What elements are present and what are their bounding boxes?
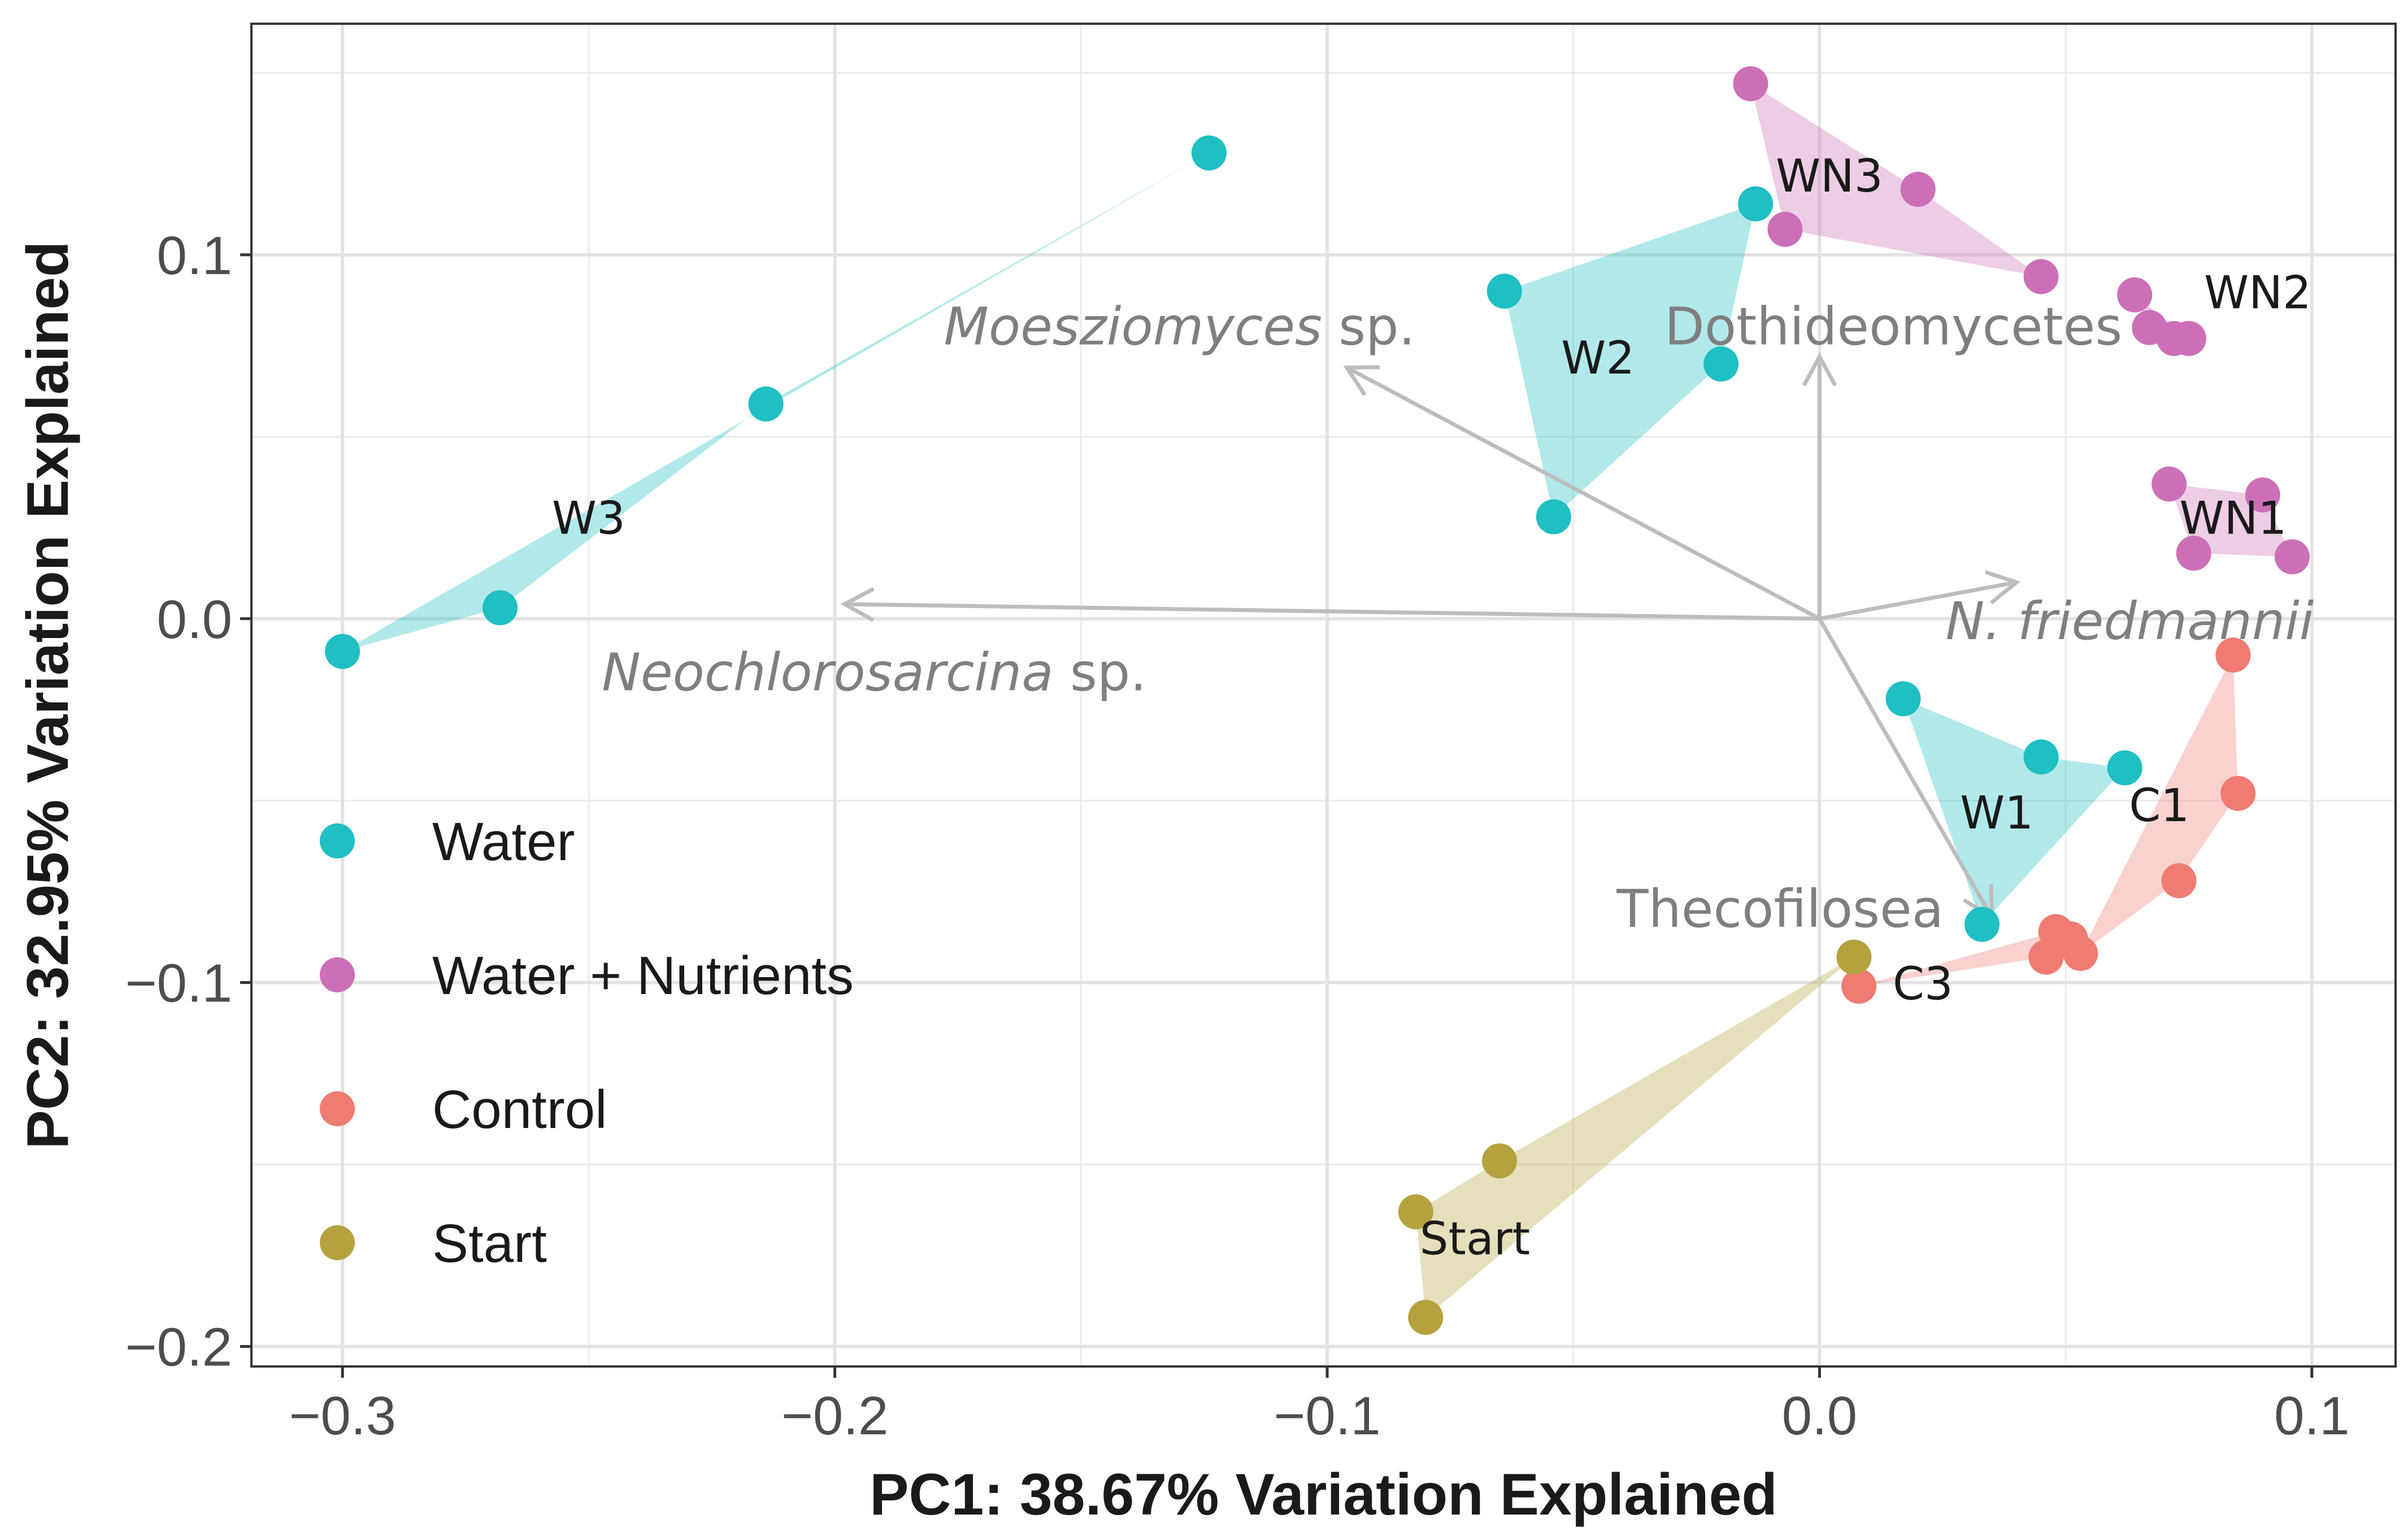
x-tick-label: −0.3 — [289, 1386, 396, 1446]
point-water — [2107, 750, 2142, 786]
point-control — [2220, 775, 2256, 811]
y-tick-label: 0.0 — [157, 589, 232, 650]
data-points — [325, 66, 2310, 1335]
loading-arrow-label: Dothideomycetes — [1664, 297, 2122, 357]
point-water — [748, 386, 784, 422]
point-water-nutrients — [2275, 539, 2310, 575]
point-water — [1536, 499, 1571, 535]
point-water — [325, 634, 360, 669]
group-label: WN3 — [1776, 150, 1883, 202]
group-labels: W3 W2 W1 WN3 WN2 WN1 C1 C3 Start — [552, 150, 2311, 1265]
loading-arrow-label: Neochlorosarcina sp. — [602, 642, 1146, 702]
group-label: C3 — [1893, 958, 1953, 1010]
loading-arrow-line — [1819, 580, 2017, 621]
legend-swatch — [320, 1225, 355, 1260]
legend-swatch — [320, 957, 355, 992]
hull-c1 — [2080, 655, 2239, 954]
legend-label: Water — [432, 812, 575, 872]
x-axis-ticks: −0.3 −0.2 −0.1 0.0 0.1 — [289, 1366, 2350, 1446]
legend-swatch — [320, 823, 355, 858]
x-axis-title: PC1: 38.67% Variation Explained — [870, 1462, 1777, 1528]
group-label: W2 — [1561, 332, 1635, 384]
point-control — [2161, 863, 2197, 899]
hull-start — [1415, 957, 1854, 1318]
loading-arrow-label: Moesziomyces sp. — [944, 297, 1415, 357]
point-water — [1885, 681, 1921, 717]
legend-label: Start — [432, 1213, 547, 1274]
panel-background — [251, 24, 2396, 1366]
point-water-nutrients — [1733, 66, 1768, 102]
point-water — [1486, 274, 1522, 309]
loading-arrow-label: Thecofilosea — [1616, 879, 1944, 939]
point-water — [1191, 135, 1227, 171]
hull-wn3 — [1750, 84, 2041, 277]
loading-arrow-label: N. friedmannii — [1946, 591, 2314, 652]
point-water-nutrients — [2117, 277, 2153, 313]
y-tick-label: −0.1 — [125, 953, 232, 1014]
x-tick-label: −0.2 — [781, 1386, 889, 1446]
loading-arrow-head — [1802, 352, 1837, 387]
point-water-nutrients — [2023, 259, 2059, 294]
point-control — [2038, 914, 2074, 949]
point-water — [1964, 906, 2000, 942]
point-water-nutrients — [2245, 477, 2280, 513]
point-water-nutrients — [2176, 535, 2211, 571]
x-tick-label: 0.0 — [1782, 1386, 1857, 1446]
gridlines — [251, 24, 2396, 1366]
point-start — [1836, 939, 1872, 975]
point-water — [1738, 186, 1774, 222]
x-tick-label: 0.1 — [2274, 1386, 2349, 1446]
point-control — [2215, 637, 2251, 673]
group-label: Start — [1420, 1212, 1530, 1265]
legend-label: Water + Nutrients — [432, 945, 854, 1006]
legend: Water Water + Nutrients Control Start — [320, 812, 854, 1274]
point-start — [1398, 1194, 1433, 1230]
y-axis-title: PC2: 32.95% Variation Explained — [15, 241, 81, 1149]
y-tick-label: −0.2 — [125, 1317, 232, 1378]
legend-label: Control — [432, 1079, 607, 1140]
loading-arrows: Moesziomyces sp. Dothideomycetes Neochloro… — [602, 297, 2314, 939]
group-label: C1 — [2129, 779, 2189, 832]
point-water-nutrients — [2171, 320, 2207, 356]
loading-arrow-line — [844, 602, 1820, 621]
group-label: W3 — [552, 492, 625, 544]
point-start — [1482, 1143, 1518, 1179]
legend-swatch — [320, 1091, 355, 1126]
point-water — [483, 590, 518, 626]
point-water-nutrients — [2151, 466, 2187, 502]
y-axis-ticks: −0.2 −0.1 0.0 0.1 — [125, 225, 251, 1378]
point-water — [1703, 346, 1739, 382]
group-label: WN2 — [2204, 266, 2311, 319]
point-water — [2023, 739, 2059, 775]
point-start — [1408, 1300, 1444, 1335]
hull-c3 — [1859, 931, 2081, 987]
x-tick-label: −0.1 — [1273, 1386, 1381, 1446]
point-water-nutrients — [1767, 211, 1803, 247]
group-label: W1 — [1960, 787, 2033, 839]
loading-arrow-head — [1984, 570, 2021, 605]
group-label: WN1 — [2180, 492, 2287, 544]
point-control — [2063, 936, 2098, 971]
hull-w1 — [1903, 698, 2125, 925]
loading-arrow-head — [840, 587, 875, 622]
panel-border — [250, 23, 2397, 1368]
hull-w2 — [1504, 203, 1756, 517]
loading-arrow-line — [1346, 366, 1821, 621]
point-water-nutrients — [1900, 171, 1936, 207]
point-control — [1841, 969, 1877, 1004]
loading-arrow-head — [1343, 365, 1380, 396]
y-tick-label: 0.1 — [157, 225, 232, 286]
loading-arrow-line — [1818, 618, 1994, 918]
